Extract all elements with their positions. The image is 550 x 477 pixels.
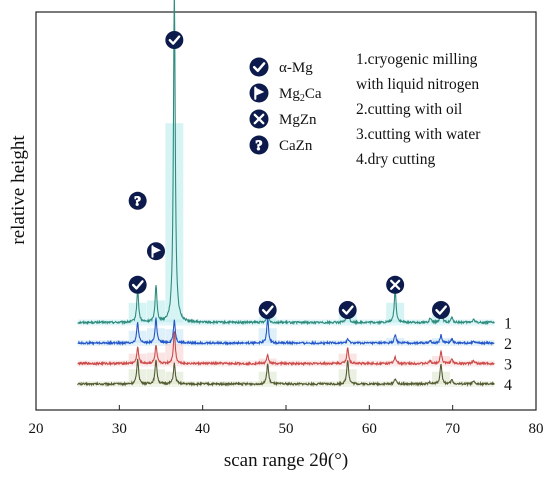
peak-fill [432,356,450,364]
legend-label: CaZn [279,138,313,154]
legend-label: α-Mg [279,60,313,76]
peak-fill [128,330,147,343]
flag-glyph [255,87,265,96]
marker-disc [128,191,147,210]
peak-fill [432,338,450,343]
check-glyph [435,305,447,315]
series-line-1 [77,0,495,326]
series-line-3 [77,331,495,367]
check-marker [432,301,450,319]
note-line: 4.dry cutting [356,151,435,168]
x-tick-label: 20 [29,421,44,437]
sample-notes: 1.cryogenic milling with liquid nitrogen 2… [356,51,481,168]
peak-markers: ? [128,31,450,319]
series-line-4 [77,358,495,388]
cross-glyph [253,113,265,125]
legend-label: MgZn [279,112,317,128]
marker-disc [128,275,147,294]
check-marker [128,275,147,294]
peak-fill [147,369,165,384]
peak-fill [147,352,165,364]
legend-label: Mg2Ca [279,86,322,104]
peak-fill [258,328,277,343]
peak-fill [258,358,277,364]
legend: α-Mg Mg2Ca MgZn? CaZn [249,57,322,155]
peak-fill [128,302,147,323]
check-marker [338,301,357,319]
y-axis-title: relative height [8,135,29,245]
x-tick-label: 60 [362,421,377,437]
x-tick-label: 50 [279,421,294,437]
check-marker [165,31,184,49]
check-glyph [341,305,354,315]
note-line: with liquid nitrogen [356,76,479,93]
series-label-3: 3 [504,357,512,374]
check-glyph [168,35,181,45]
peak-fill [128,369,147,384]
note-line: 2.cutting with oil [356,101,462,118]
legend-question-icon: ? [249,135,269,155]
series-lines: 1 2 3 4 [77,0,512,394]
cross-glyph [390,279,401,290]
peak-fill [165,123,184,323]
marker-disc [432,301,450,319]
check-glyph [131,280,144,290]
x-tick-label: 70 [445,421,460,437]
series-label-1: 1 [504,316,512,333]
flag-marker [147,242,165,261]
question-glyph: ? [255,138,262,154]
x-tick-label: 30 [112,421,127,437]
check-glyph [261,305,274,315]
legend-check-icon [249,57,269,77]
question-glyph: ? [134,195,141,210]
peak-fill [165,343,184,364]
cross-marker [386,275,405,294]
legend-flag-icon [249,83,269,103]
peak-fill [338,353,357,364]
peak-fill [128,353,147,364]
peak-fill [147,328,165,343]
marker-disc [258,301,277,319]
flag-glyph [153,246,161,254]
note-line: 1.cryogenic milling [356,51,478,68]
peak-fill [338,369,357,384]
peak-fill [386,338,405,343]
series-label-2: 2 [504,336,512,353]
peak-fill [386,302,405,323]
marker-disc [249,57,269,77]
peak-fill [258,371,277,384]
marker-disc [165,31,184,49]
x-axis-title: scan range 2θ(°) [224,450,348,471]
note-line: 3.cutting with water [356,126,481,143]
legend-cross-icon [249,109,269,129]
marker-disc [249,135,269,155]
series-label-4: 4 [504,377,512,394]
x-axis-ticks: 20 30 40 50 60 70 80 [29,405,544,437]
question-marker: ? [128,191,147,210]
x-tick-label: 40 [195,421,210,437]
marker-disc [338,301,357,319]
x-tick-label: 80 [529,421,544,437]
check-marker [258,301,277,319]
series-line-2 [77,317,495,346]
check-glyph [252,62,266,73]
